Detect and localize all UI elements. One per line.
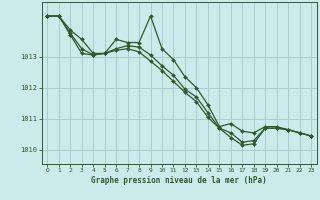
X-axis label: Graphe pression niveau de la mer (hPa): Graphe pression niveau de la mer (hPa) <box>91 176 267 185</box>
